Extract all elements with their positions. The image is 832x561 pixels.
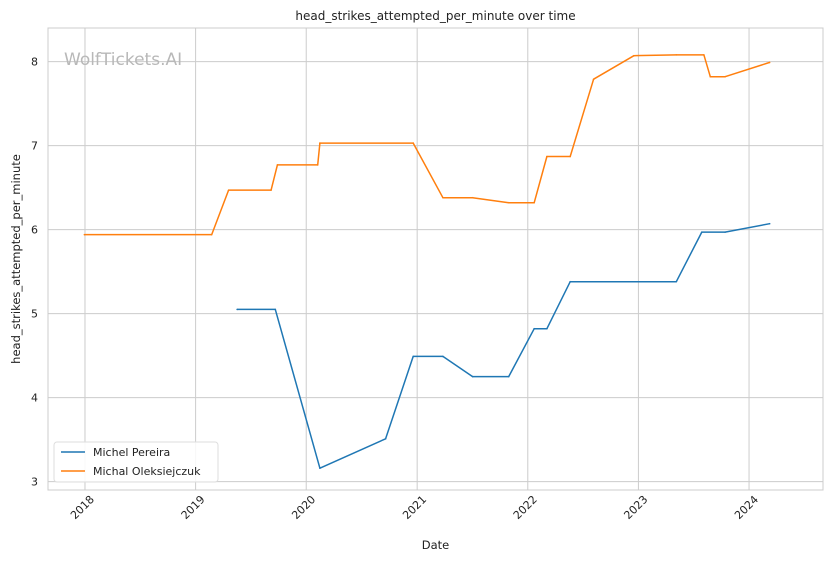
data-point-michal-oleksiejczuk — [412, 142, 415, 144]
data-point-michel-pereira — [236, 308, 238, 311]
data-point-michel-pereira — [384, 437, 387, 440]
data-point-michal-oleksiejczuk — [471, 196, 474, 199]
data-point-michel-pereira — [675, 280, 678, 283]
y-tick-label: 5 — [31, 308, 38, 321]
data-point-michal-oleksiejczuk — [675, 54, 678, 56]
data-point-michal-oleksiejczuk — [633, 54, 635, 57]
legend-box — [53, 441, 219, 483]
chart-title: head_strikes_attempted_per_minute over t… — [295, 9, 575, 23]
y-tick-label: 6 — [31, 224, 38, 237]
data-point-michel-pereira — [442, 355, 444, 358]
data-point-michel-pereira — [724, 231, 726, 233]
data-point-michal-oleksiejczuk — [724, 75, 726, 78]
data-point-michel-pereira — [700, 231, 703, 233]
y-tick-label: 8 — [31, 56, 38, 69]
plot-frame — [47, 27, 824, 491]
data-point-michal-oleksiejczuk — [227, 189, 230, 191]
data-point-michel-pereira — [319, 467, 321, 469]
data-point-michal-oleksiejczuk — [270, 189, 272, 191]
data-point-michal-oleksiejczuk — [319, 142, 321, 144]
data-point-michal-oleksiejczuk — [709, 75, 712, 78]
x-axis-label: Date — [422, 538, 450, 552]
data-point-michal-oleksiejczuk — [768, 61, 771, 64]
data-point-michel-pereira — [274, 308, 277, 311]
data-point-michal-oleksiejczuk — [703, 54, 705, 56]
y-tick-labels: 3 4 5 6 7 8 — [31, 56, 38, 489]
data-point-michel-pereira — [569, 280, 572, 283]
data-point-michal-oleksiejczuk — [442, 196, 444, 199]
data-point-michel-pereira — [768, 222, 771, 225]
y-tick-label: 4 — [31, 392, 38, 405]
data-point-michel-pereira — [412, 355, 415, 358]
data-point-michal-oleksiejczuk — [507, 201, 510, 204]
data-point-michal-oleksiejczuk — [533, 201, 535, 204]
legend: Michel Pereira Michal Oleksiejczuk — [53, 441, 219, 483]
data-point-michel-pereira — [507, 375, 510, 378]
data-point-michal-oleksiejczuk — [546, 155, 548, 158]
data-point-michal-oleksiejczuk — [276, 164, 279, 166]
data-point-michel-pereira — [546, 327, 548, 330]
data-point-michal-oleksiejczuk — [210, 233, 213, 236]
data-point-michal-oleksiejczuk — [83, 233, 86, 236]
watermark: WolfTickets.AI — [64, 50, 182, 70]
y-axis-label: head_strikes_attempted_per_minute — [9, 154, 23, 364]
y-tick-label: 3 — [31, 476, 38, 489]
data-point-michal-oleksiejczuk — [316, 164, 319, 166]
legend-label-michal-oleksiejczuk: Michal Oleksiejczuk — [93, 465, 201, 478]
legend-label-michel-pereira: Michel Pereira — [93, 446, 170, 459]
series-layer — [83, 54, 771, 469]
data-point-michal-oleksiejczuk — [592, 78, 595, 81]
data-point-michal-oleksiejczuk — [569, 155, 572, 158]
data-point-michel-pereira — [533, 327, 535, 330]
data-point-michel-pereira — [471, 375, 474, 378]
y-tick-label: 7 — [31, 140, 38, 153]
